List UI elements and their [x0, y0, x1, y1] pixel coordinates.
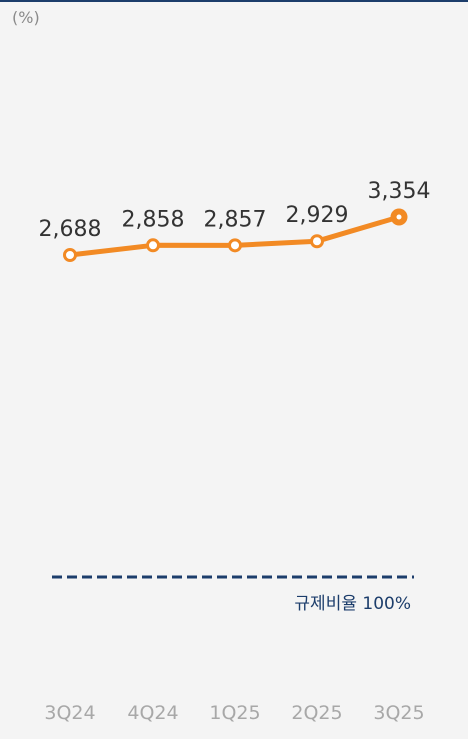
data-point: [146, 238, 160, 253]
x-tick-label: 3Q24: [44, 702, 95, 724]
data-point-center: [396, 214, 402, 220]
unit-label: (%): [12, 8, 40, 27]
data-label: 3,354: [368, 179, 431, 204]
x-tick-label: 3Q25: [373, 702, 424, 724]
x-tick-label: 1Q25: [209, 702, 260, 724]
data-point: [228, 238, 242, 253]
data-label: 2,929: [286, 203, 349, 228]
reference-line-label: 규제비율 100%: [294, 594, 411, 614]
data-label: 2,688: [39, 217, 102, 242]
data-label: 2,857: [204, 207, 267, 232]
data-label: 2,858: [122, 207, 185, 232]
x-tick-label: 2Q25: [291, 702, 342, 724]
x-tick-label: 4Q24: [127, 702, 178, 724]
data-point: [310, 234, 324, 249]
data-point: [63, 248, 77, 262]
